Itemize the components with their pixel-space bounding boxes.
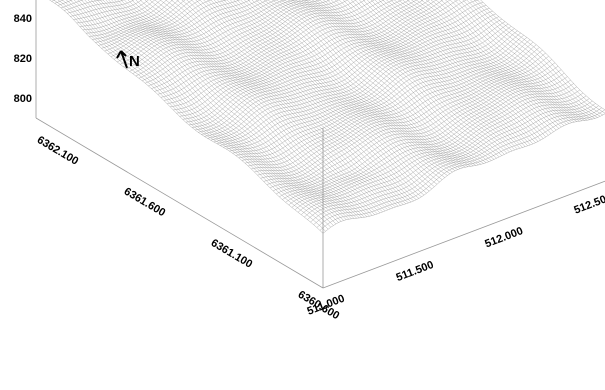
z-tick-label: 820 [14, 53, 32, 65]
north-label: N [129, 53, 140, 70]
x-tick-label: 512.500 [572, 191, 605, 216]
z-tick-label: 840 [14, 13, 32, 25]
y-axis-line [35, 117, 324, 289]
y-tick-label: 6362.100 [35, 134, 81, 168]
north-arrow: N [116, 50, 140, 70]
x-axis-line [322, 180, 605, 289]
x-tick-label: 511.500 [395, 259, 436, 284]
y-tick-label: 6361.100 [209, 237, 255, 271]
x-tick-label: 512.000 [483, 225, 524, 250]
surface-mesh [49, 0, 605, 234]
axis-box [35, 0, 605, 289]
surface-wireframe [49, 0, 605, 234]
z-tick-label: 800 [14, 93, 32, 105]
y-tick-label: 6361.600 [122, 186, 168, 220]
north-arrow-icon [116, 50, 128, 69]
